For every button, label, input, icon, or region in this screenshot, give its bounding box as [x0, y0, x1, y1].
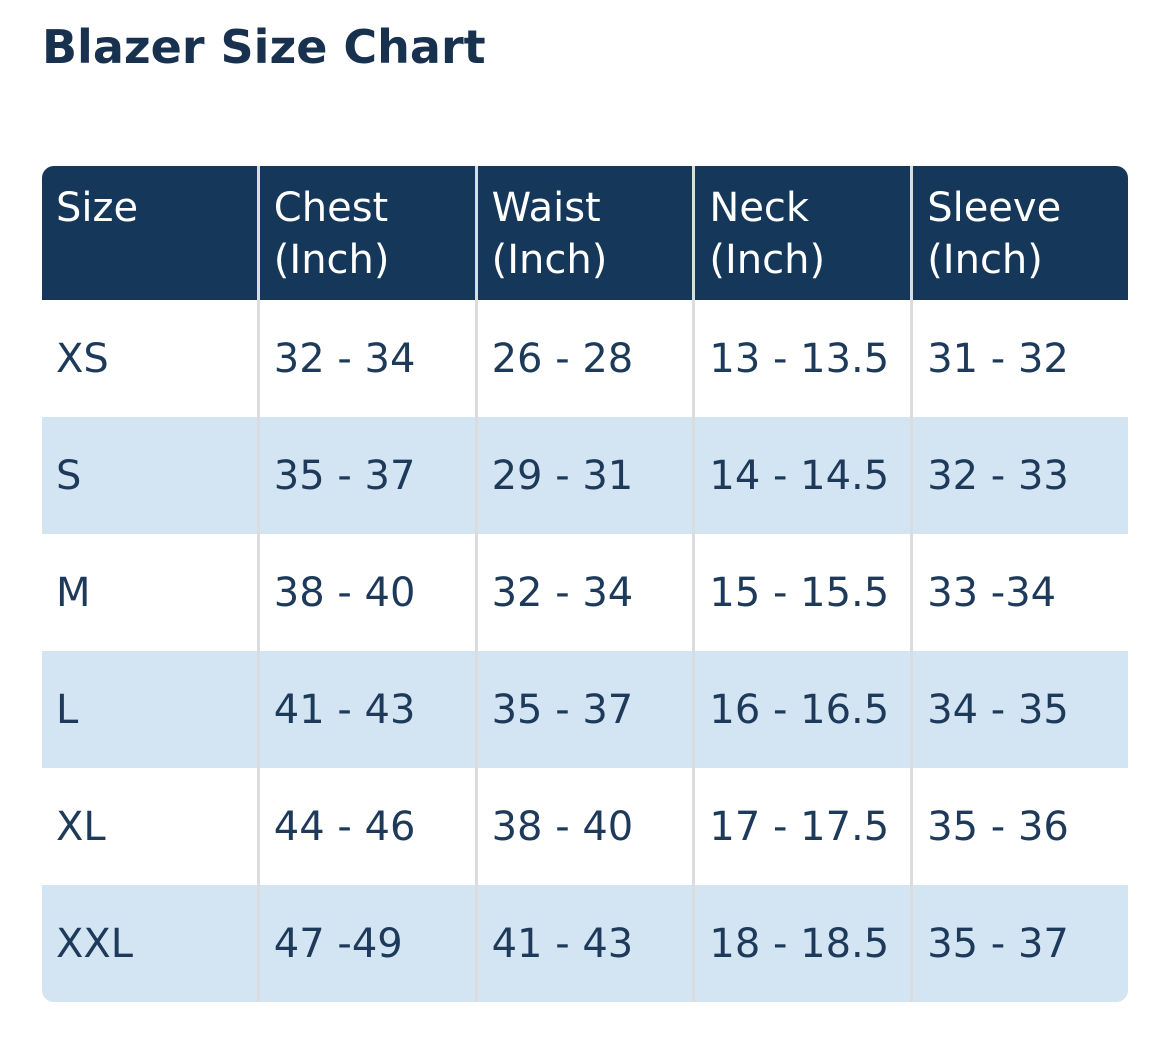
- table-cell: 35 - 37: [259, 417, 475, 534]
- table-cell: 32 - 34: [259, 300, 475, 417]
- table-cell: 32 - 33: [913, 417, 1128, 534]
- table-cell: 34 - 35: [913, 651, 1128, 768]
- table-cell: 14 - 14.5: [695, 417, 911, 534]
- table-cell: 41 - 43: [477, 885, 693, 1002]
- table-cell: 18 - 18.5: [695, 885, 911, 1002]
- header-cell: Waist (Inch): [477, 166, 693, 300]
- table-cell: 31 - 32: [913, 300, 1128, 417]
- table-cell: 47 -49: [259, 885, 475, 1002]
- table-cell: 26 - 28: [477, 300, 693, 417]
- table-cell: 35 - 36: [913, 768, 1128, 885]
- header-cell: Size: [42, 166, 257, 300]
- table-cell: 44 - 46: [259, 768, 475, 885]
- table-cell: 41 - 43: [259, 651, 475, 768]
- table-cell: 33 -34: [913, 534, 1128, 651]
- table-cell: 35 - 37: [477, 651, 693, 768]
- table-cell: 16 - 16.5: [695, 651, 911, 768]
- header-cell: Neck (Inch): [695, 166, 911, 300]
- table-cell: M: [42, 534, 257, 651]
- size-table: Size Chest (Inch) Waist (Inch) Neck (Inch) S…: [42, 166, 1128, 1002]
- table-cell: 32 - 34: [477, 534, 693, 651]
- table-cell: S: [42, 417, 257, 534]
- table-cell: 38 - 40: [477, 768, 693, 885]
- table-cell: L: [42, 651, 257, 768]
- table-cell: XXL: [42, 885, 257, 1002]
- table-cell: 15 - 15.5: [695, 534, 911, 651]
- table-cell: XL: [42, 768, 257, 885]
- table-cell: XS: [42, 300, 257, 417]
- table-cell: 13 - 13.5: [695, 300, 911, 417]
- header-cell: Sleeve (Inch): [913, 166, 1128, 300]
- table-cell: 35 - 37: [913, 885, 1128, 1002]
- table-cell: 38 - 40: [259, 534, 475, 651]
- header-cell: Chest (Inch): [259, 166, 475, 300]
- title: Blazer Size Chart: [42, 20, 486, 74]
- table-cell: 29 - 31: [477, 417, 693, 534]
- table-cell: 17 - 17.5: [695, 768, 911, 885]
